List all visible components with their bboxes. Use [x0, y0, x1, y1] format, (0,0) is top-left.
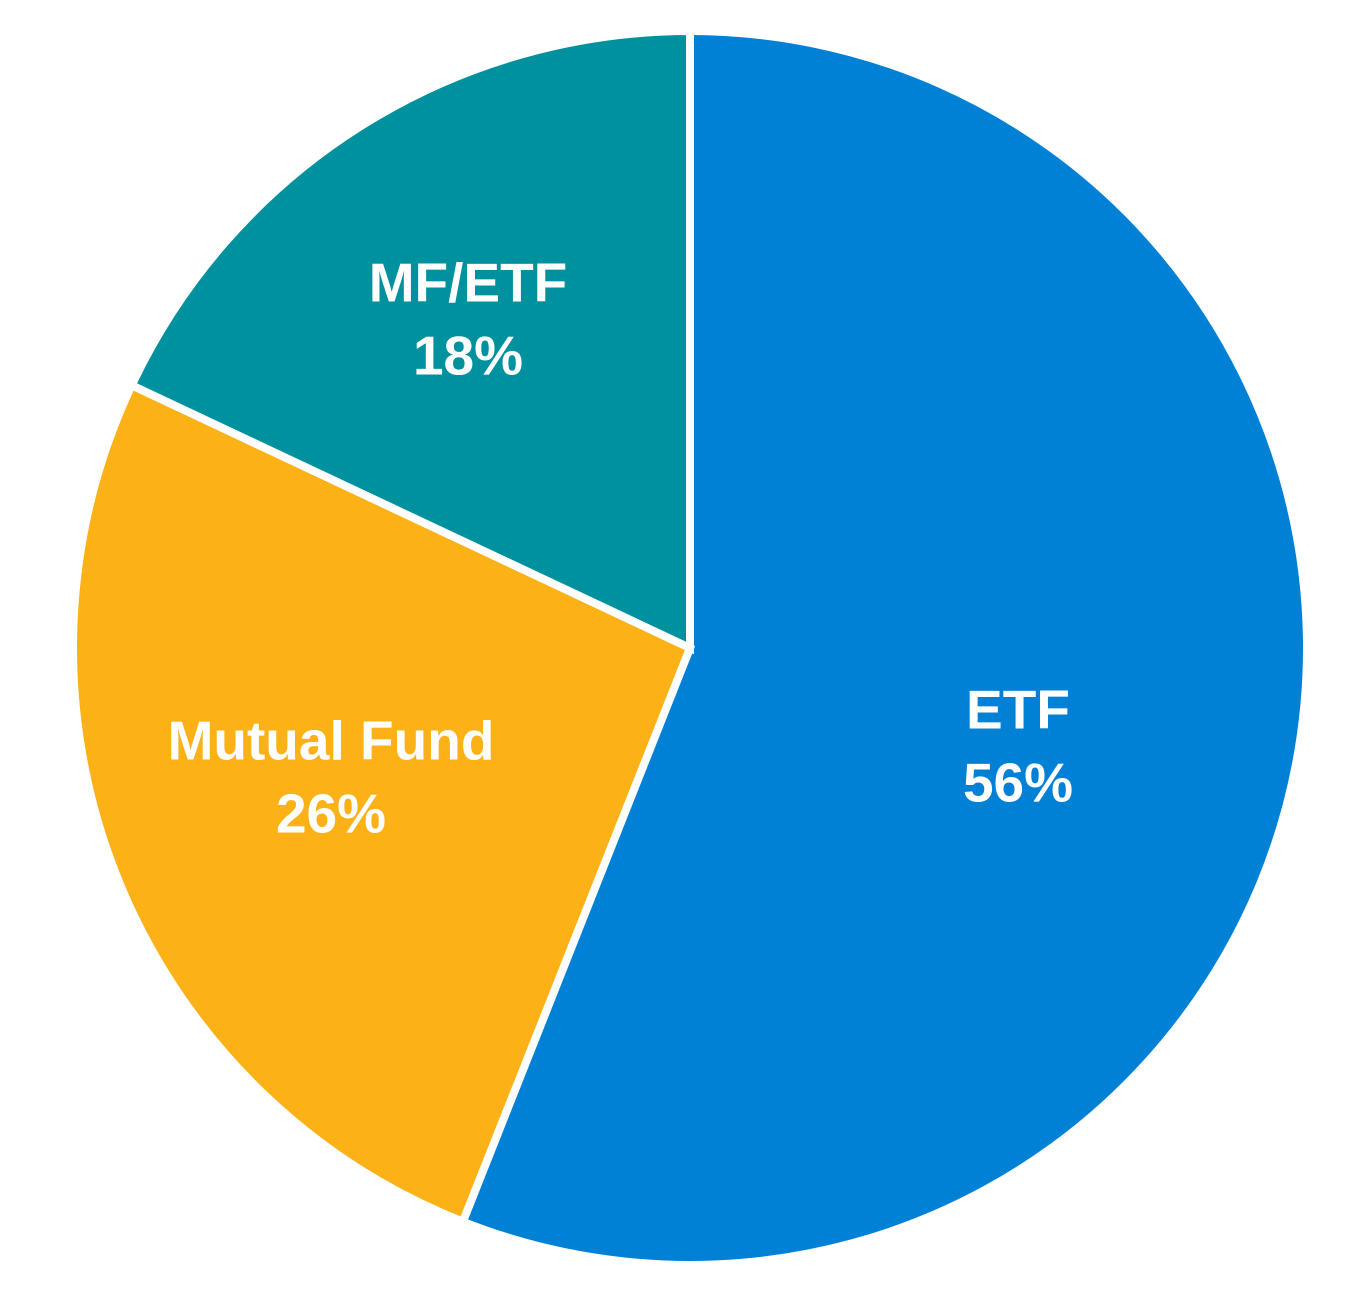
pie-slice-mf-etf[interactable]	[126, 26, 694, 655]
slice-label-etf: ETF 56%	[963, 678, 1073, 813]
slice-category-label: ETF	[966, 678, 1070, 740]
slice-percent-label: 26%	[276, 782, 386, 844]
slice-percent-label: 18%	[413, 324, 523, 386]
slice-category-label: MF/ETF	[369, 251, 568, 313]
slice-percent-label: 56%	[963, 751, 1073, 813]
slice-category-label: Mutual Fund	[168, 709, 495, 771]
pie-slice-etf[interactable]	[457, 26, 1312, 1269]
slice-labels: ETF 56% Mutual Fund 26% MF/ETF 18%	[168, 251, 1073, 844]
pie-slice-mutual-fund[interactable]	[69, 379, 696, 1227]
slice-label-mf-etf: MF/ETF 18%	[369, 251, 568, 386]
pie-slices	[69, 26, 1312, 1269]
slice-label-mutual-fund: Mutual Fund 26%	[168, 709, 495, 844]
